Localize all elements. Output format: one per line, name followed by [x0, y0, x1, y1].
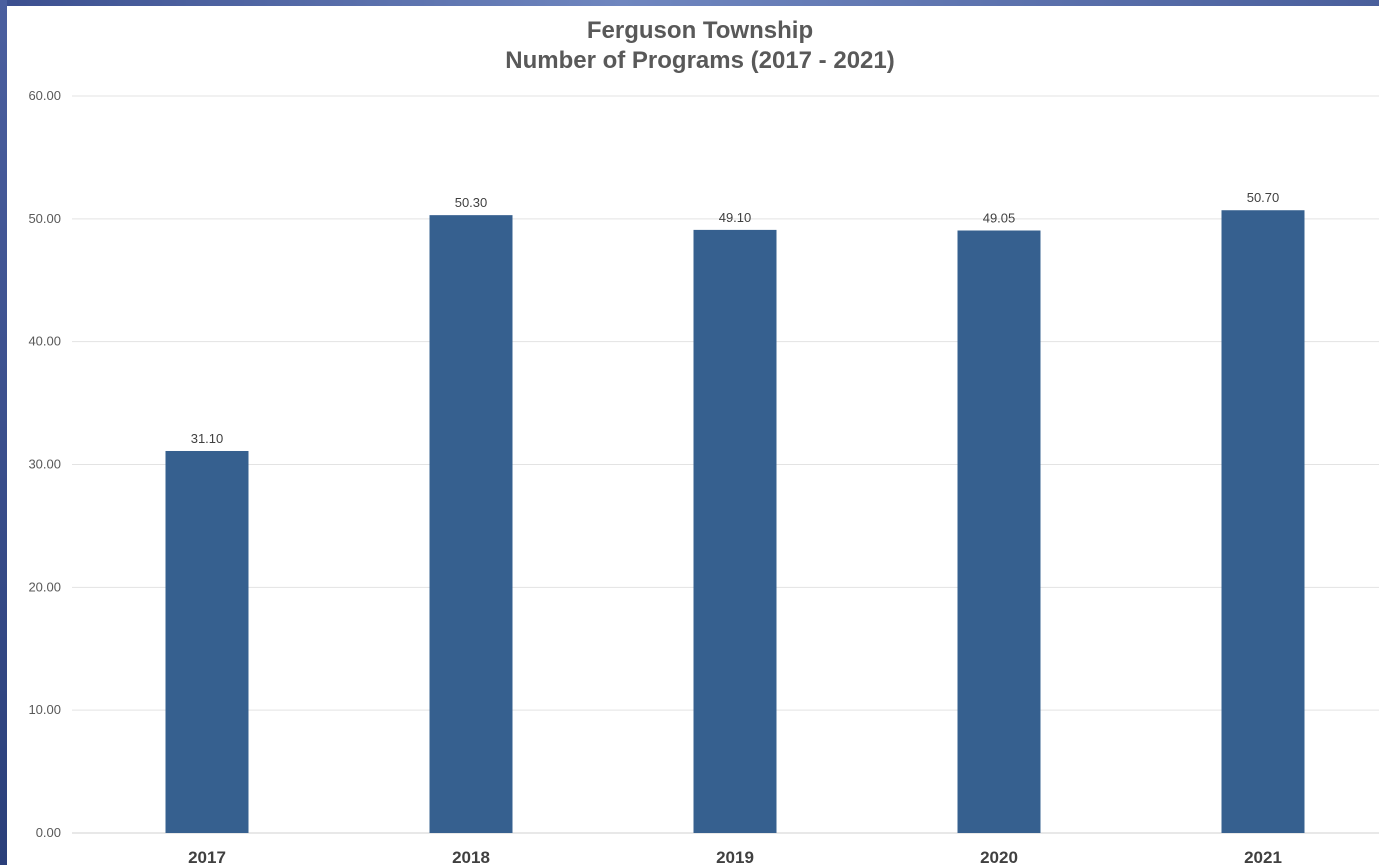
data-label-2019: 49.10	[719, 210, 752, 225]
frame-left-border	[0, 0, 7, 865]
x-tick-label: 2020	[980, 848, 1018, 865]
y-tick-label: 20.00	[28, 579, 61, 594]
bar-2017	[165, 450, 249, 833]
y-tick-label: 0.00	[36, 825, 61, 840]
x-axis: 2017 2018 2019 2020 2021	[188, 848, 1282, 865]
bar-2021	[1221, 210, 1305, 834]
frame-top-border	[0, 0, 1379, 6]
y-tick-label: 40.00	[28, 334, 61, 349]
x-tick-label: 2019	[716, 848, 754, 865]
data-label-2017: 31.10	[191, 431, 224, 446]
bar-2020	[957, 230, 1041, 833]
y-tick-label: 50.00	[28, 211, 61, 226]
data-label-2018: 50.30	[455, 195, 488, 210]
bar-2018	[429, 215, 513, 834]
y-tick-label: 30.00	[28, 457, 61, 472]
bar-2019	[693, 229, 777, 834]
data-label-2020: 49.05	[983, 211, 1016, 226]
chart-title: Ferguson Township	[586, 17, 814, 44]
chart-title-block: Ferguson Township Number of Programs (20…	[0, 16, 1379, 76]
y-tick-label: 10.00	[28, 702, 61, 717]
y-axis: 0.00 10.00 20.00 30.00 40.00 50.00 60.00	[28, 88, 61, 840]
x-tick-label: 2017	[188, 848, 226, 865]
x-tick-label: 2021	[1244, 848, 1282, 865]
x-tick-label: 2018	[452, 848, 490, 865]
bars	[165, 210, 1305, 834]
y-tick-label: 60.00	[28, 88, 61, 103]
chart-subtitle: Number of Programs (2017 - 2021)	[505, 47, 895, 74]
data-label-2021: 50.70	[1247, 190, 1280, 205]
data-labels: 31.10 50.30 49.10 49.05 50.70	[191, 190, 1280, 446]
